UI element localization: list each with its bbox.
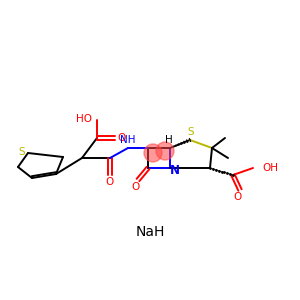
- Text: O: O: [132, 182, 140, 192]
- Text: OH: OH: [262, 163, 278, 173]
- Text: O: O: [233, 192, 241, 202]
- Text: S: S: [19, 147, 25, 157]
- Text: N: N: [170, 164, 180, 176]
- Text: H: H: [165, 135, 173, 145]
- Text: NaH: NaH: [135, 225, 165, 239]
- Text: HO: HO: [76, 114, 92, 124]
- Text: O: O: [106, 177, 114, 187]
- Circle shape: [156, 142, 174, 160]
- Text: NH: NH: [120, 135, 136, 145]
- Text: S: S: [188, 127, 194, 137]
- Circle shape: [144, 144, 162, 162]
- Text: O: O: [118, 133, 126, 143]
